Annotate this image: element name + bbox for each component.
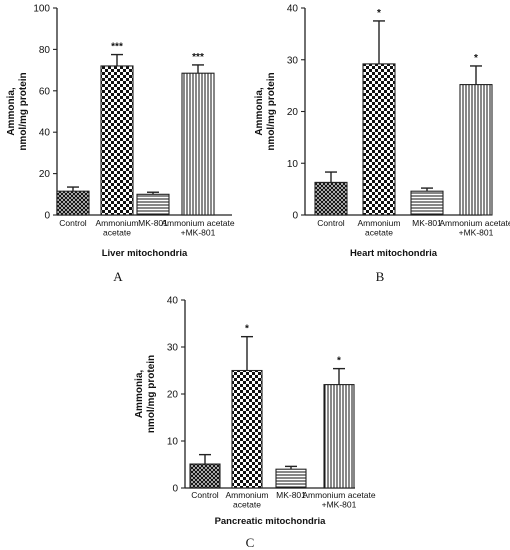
y-tick-label: 40 xyxy=(39,128,51,139)
chart-panel-b: 0 10 20 30 40 Ammonia, nmol/mg protein Control *… xyxy=(254,4,510,285)
chart-title: Heart mitochondria xyxy=(350,248,438,259)
x-tick-label: Control xyxy=(191,490,219,500)
x-tick-label: +MK-801 xyxy=(181,228,216,238)
x-tick-label: +MK-801 xyxy=(459,228,494,238)
x-tick-label: Control xyxy=(317,218,345,228)
x-tick-label: Ammonium acetate xyxy=(439,218,510,228)
y-axis-label: Ammonia, xyxy=(254,87,265,136)
bar xyxy=(275,468,307,489)
x-tick-label: acetate xyxy=(103,228,131,238)
significance-marker: * xyxy=(337,356,341,367)
y-axis-label: nmol/mg protein xyxy=(18,72,29,150)
y-tick-label: 10 xyxy=(287,159,299,170)
y-tick-label: 0 xyxy=(172,484,178,495)
chart-title: Pancreatic mitochondria xyxy=(215,516,327,527)
y-tick-label: 0 xyxy=(44,211,50,222)
y-tick-label: 30 xyxy=(167,343,179,354)
bar xyxy=(410,190,444,216)
y-tick-label: 40 xyxy=(167,296,179,307)
x-tick-label: MK-801 xyxy=(138,218,168,228)
significance-marker: *** xyxy=(111,42,123,53)
x-tick-label: Ammonium acetate xyxy=(161,218,234,228)
x-tick-label: Control xyxy=(59,218,87,228)
x-tick-label: Ammonium xyxy=(96,218,139,228)
significance-marker: * xyxy=(245,324,249,335)
x-tick-label: Ammonium xyxy=(358,218,401,228)
bar xyxy=(181,72,215,216)
y-axis-label: nmol/mg protein xyxy=(266,72,277,150)
y-tick-label: 0 xyxy=(292,211,298,222)
y-tick-label: 20 xyxy=(287,107,299,118)
chart-panel-a: 0 20 40 60 80 100 Ammonia, nmol/mg protein Contr… xyxy=(6,4,235,285)
x-tick-label: +MK-801 xyxy=(322,500,357,510)
x-tick-label: Ammonium acetate xyxy=(302,490,375,500)
significance-marker: * xyxy=(377,8,381,19)
bar xyxy=(100,65,134,216)
chart-title: Liver mitochondria xyxy=(102,248,188,259)
significance-marker: * xyxy=(474,53,478,64)
y-tick-label: 20 xyxy=(167,390,179,401)
y-axis-label: Ammonia, xyxy=(6,87,17,136)
significance-marker: *** xyxy=(192,52,204,63)
y-tick-label: 30 xyxy=(287,55,299,66)
bar xyxy=(189,463,221,489)
bar xyxy=(56,190,90,216)
x-tick-label: MK-801 xyxy=(276,490,306,500)
panel-letter: B xyxy=(376,269,385,284)
y-axis-label: Ammonia, xyxy=(134,370,145,419)
panel-letter: C xyxy=(246,535,255,550)
chart-panel-c: 0 10 20 30 40 Ammonia, nmol/mg protein Control *… xyxy=(134,296,376,550)
y-tick-label: 100 xyxy=(33,4,50,15)
y-tick-label: 80 xyxy=(39,45,51,56)
bar xyxy=(323,384,355,489)
bar xyxy=(362,63,396,216)
panel-letter: A xyxy=(113,269,123,284)
x-tick-label: Ammonium xyxy=(226,490,269,500)
bar xyxy=(314,181,348,216)
y-tick-label: 20 xyxy=(39,169,51,180)
x-tick-label: acetate xyxy=(233,500,261,510)
y-tick-label: 40 xyxy=(287,4,299,15)
bar xyxy=(231,369,263,489)
y-axis-label: nmol/mg protein xyxy=(146,355,157,433)
y-tick-label: 10 xyxy=(167,437,179,448)
x-tick-label: acetate xyxy=(365,228,393,238)
x-tick-label: MK-801 xyxy=(412,218,442,228)
bar xyxy=(459,84,493,216)
bar xyxy=(136,193,170,216)
y-tick-label: 60 xyxy=(39,86,51,97)
